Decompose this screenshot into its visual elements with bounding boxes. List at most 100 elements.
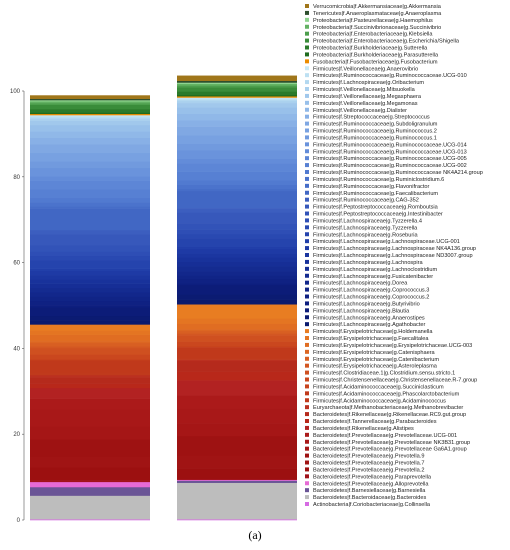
legend-swatch [305, 308, 309, 313]
legend-swatch [305, 73, 309, 78]
bar-segment [30, 305, 150, 308]
legend-swatch [305, 315, 309, 320]
legend-label: Proteobacteria|f.Burkholderiaceae|g.Sutt… [313, 46, 428, 52]
legend-swatch [305, 176, 309, 181]
legend-label: Proteobacteria|f.Enterobacteriaceae|g.Es… [313, 39, 460, 45]
legend-label: Firmicutes|f.Acidaminococcaceae|g.Succin… [313, 384, 444, 390]
bar-segment [177, 284, 297, 295]
bar-segment [30, 275, 150, 280]
legend-swatch [305, 38, 309, 43]
bar-segment [30, 229, 150, 235]
bar-segment [177, 435, 297, 456]
legend-label: Firmicutes|f.Ruminococcaceae|g.Ruminococ… [313, 73, 467, 79]
legend-label: Firmicutes|f.Lachnospiraceae|g.Coprococc… [313, 295, 429, 301]
legend-swatch [305, 232, 309, 237]
legend-label: Firmicutes|f.Streptococcaceae|g.Streptoc… [313, 115, 430, 121]
y-axis: 0 20 40 60 80 100 [10, 89, 25, 524]
bar-segment [30, 383, 150, 389]
legend-swatch [305, 377, 309, 382]
legend-label: Firmicutes|f.Erysipelotrichaceae|g.Faeca… [313, 336, 429, 342]
legend-swatch [305, 80, 309, 85]
legend-label: Firmicutes|f.Ruminococcaceae|g.Ruminococ… [313, 156, 467, 162]
bar-segment [177, 75, 297, 82]
bar-segment [177, 519, 297, 521]
legend-swatch [305, 287, 309, 292]
bar-segment [30, 426, 150, 440]
legend-swatch [305, 405, 309, 410]
legend-swatch [305, 384, 309, 389]
legend-label: Firmicutes|f.Lachnospiraceae|g.Lachnospi… [313, 246, 476, 252]
bar-segment [177, 113, 297, 121]
bar-segment [177, 233, 297, 239]
bar-segment [177, 271, 297, 276]
legend-swatch [305, 446, 309, 451]
bar-segment [30, 117, 150, 119]
bar-segment [30, 118, 150, 121]
bar-segment [30, 324, 150, 331]
legend-label: Bacteroidetes|f.Prevotellaceae|g.Prevote… [313, 454, 424, 460]
legend-label: Bacteroidetes|f.Prevotellaceae|g.Prevote… [313, 467, 424, 473]
legend-swatch [305, 266, 309, 271]
bar-segment [177, 190, 297, 209]
y-tick-label: 0 [17, 518, 21, 524]
legend-label: Firmicutes|f.Lachnospiraceae|g.Fusicaten… [313, 274, 433, 280]
bar-segment [30, 208, 150, 231]
legend-label: Firmicutes|f.Christensenellaceae|g.Chris… [313, 378, 477, 384]
legend-label: Firmicutes|f.Ruminococcaceae|g.Ruminococ… [313, 163, 467, 169]
legend-label: Firmicutes|f.Erysipelotrichaceae|g.Caten… [313, 350, 436, 356]
bar-segment [177, 143, 297, 151]
bar-segment [30, 387, 150, 399]
bar-segment [177, 359, 297, 362]
bar-segment [30, 202, 150, 207]
legend-label: Firmicutes|f.Peptostreptococcaceae|g.Int… [313, 212, 443, 218]
bar-segment [30, 98, 150, 101]
legend-swatch [305, 87, 309, 91]
legend-label: Tenericutes|f.Anaeroplasmataceae|g.Anaer… [313, 11, 442, 17]
legend-swatch [305, 495, 309, 500]
legend-label: Firmicutes|f.Lachnospiraceae|g.Lachnospi… [313, 239, 460, 245]
legend-swatch [305, 467, 309, 472]
legend-swatch [305, 100, 309, 105]
bar-segment [30, 467, 150, 481]
bar-segment [30, 315, 150, 321]
bar-segment [30, 115, 150, 117]
bar-segment [177, 304, 297, 319]
legend-swatch [305, 211, 309, 216]
bar-segment [30, 359, 150, 374]
bar-segment [177, 408, 297, 424]
bar-segment [30, 104, 150, 110]
legend-label: Bacteroidetes|f.Rikenellaceae|g.Rikenell… [313, 412, 466, 418]
legend-swatch [305, 142, 309, 147]
legend-swatch [305, 253, 309, 257]
bar-segment [177, 261, 297, 267]
bar-segment [30, 152, 150, 162]
bar-segment [177, 257, 297, 263]
legend-swatch [305, 294, 309, 299]
legend-label: Firmicutes|f.Lachnospiraceae|g.Oribacter… [313, 80, 424, 86]
bar-segment [30, 372, 150, 376]
legend-swatch [305, 45, 309, 50]
bar-segment [30, 268, 150, 272]
legend-swatch [305, 149, 309, 154]
legend-label: Bacteroidetes|f.Prevotellaceae|g.Prevote… [313, 440, 470, 446]
legend-swatch [305, 342, 309, 347]
legend-label: Firmicutes|f.Erysipelotrichaceae|g.Erysi… [313, 343, 472, 349]
legend-label: Firmicutes|f.Lachnospiraceae|g.Butyrivib… [313, 301, 420, 307]
legend-label: Firmicutes|f.Lachnospiraceae|g.Dorea [313, 281, 408, 287]
bar-segment [177, 347, 297, 359]
legend-swatch [305, 502, 309, 506]
bar-segment [30, 113, 150, 116]
bar-segment [177, 87, 297, 92]
bar-segment [177, 94, 297, 97]
legend-swatch [305, 17, 309, 22]
legend-label: Fusobacteria|f.Fusobacteriaceae|g.Fusoba… [313, 59, 438, 65]
bar-segment [30, 251, 150, 257]
legend-swatch [305, 329, 309, 334]
bar-segment [30, 144, 150, 154]
bar-segment [30, 189, 150, 199]
bar-segment [30, 255, 150, 261]
legend-label: Firmicutes|f.Erysipelotrichaceae|g.Aster… [313, 364, 438, 370]
legend-label: Firmicutes|f.Ruminococcaceae|g.Ruminococ… [313, 142, 467, 148]
legend-label: Firmicutes|f.Veillonellaceae|g.Megasphae… [313, 94, 422, 100]
